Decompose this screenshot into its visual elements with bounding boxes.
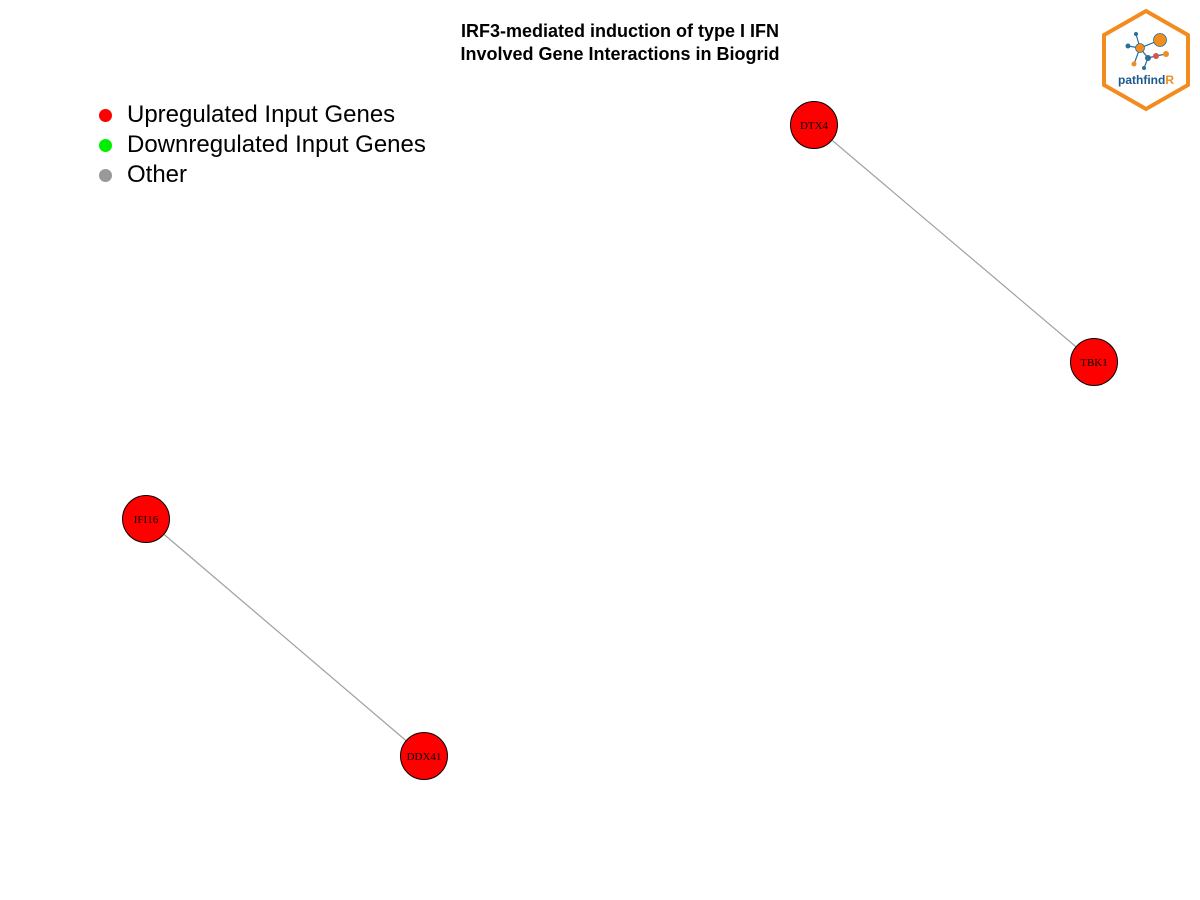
node-circle[interactable] <box>122 495 170 543</box>
node-layer: DTX4 TBK1 IFI16 DDX41 <box>122 101 1118 780</box>
figure-title: IRF3-mediated induction of type I IFN In… <box>0 20 1200 66</box>
legend: Upregulated Input Genes Downregulated In… <box>96 100 426 190</box>
edge-ifi16-ddx41 <box>145 518 425 757</box>
edge-layer <box>145 124 1095 757</box>
node-ifi16[interactable]: IFI16 <box>122 495 170 543</box>
legend-label-upregulated: Upregulated Input Genes <box>127 101 396 128</box>
node-dtx4[interactable]: DTX4 <box>790 101 838 149</box>
logo-text-accent: R <box>1165 73 1174 87</box>
node-ddx41[interactable]: DDX41 <box>400 732 448 780</box>
node-label: DDX41 <box>407 751 442 763</box>
logo-wordmark: pathfindR <box>1118 73 1174 87</box>
node-label: DTX4 <box>800 120 829 132</box>
logo-network-nodes <box>1125 32 1169 70</box>
node-label: IFI16 <box>134 514 159 526</box>
edge-dtx4-tbk1 <box>813 124 1095 363</box>
node-circle[interactable] <box>790 101 838 149</box>
legend-dot-upregulated <box>99 108 112 122</box>
legend-item-other: Other <box>96 160 426 190</box>
node-label: TBK1 <box>1080 357 1108 369</box>
legend-item-downregulated: Downregulated Input Genes <box>96 130 426 160</box>
node-circle[interactable] <box>1070 338 1118 386</box>
legend-label-downregulated: Downregulated Input Genes <box>127 131 426 158</box>
network-hexagon-icon: pathfindR <box>1102 8 1190 112</box>
logo-text-main: pathfind <box>1118 73 1165 87</box>
node-circle[interactable] <box>400 732 448 780</box>
figure-title-line2: Involved Gene Interactions in Biogrid <box>460 44 780 64</box>
legend-dot-other <box>99 168 112 182</box>
legend-label-other: Other <box>127 161 188 188</box>
node-tbk1[interactable]: TBK1 <box>1070 338 1118 386</box>
legend-item-upregulated: Upregulated Input Genes <box>96 100 426 130</box>
legend-dot-downregulated <box>99 138 112 152</box>
figure-title-line1: IRF3-mediated induction of type I IFN <box>460 21 779 41</box>
